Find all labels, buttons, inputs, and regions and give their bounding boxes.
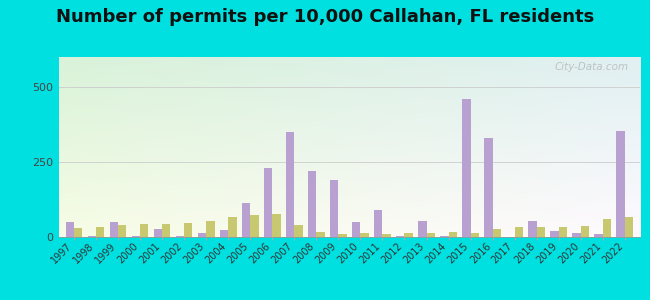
Bar	[580, 226, 589, 237]
Bar	[242, 202, 250, 237]
Bar	[228, 217, 237, 237]
Bar	[220, 230, 228, 237]
Bar	[74, 228, 83, 237]
Bar	[625, 217, 633, 237]
Bar	[448, 232, 457, 237]
Bar	[286, 132, 294, 237]
Bar	[404, 233, 413, 237]
Bar	[616, 130, 625, 237]
Text: Number of permits per 10,000 Callahan, FL residents: Number of permits per 10,000 Callahan, F…	[56, 8, 594, 26]
Bar	[96, 226, 105, 237]
Text: City-Data.com: City-Data.com	[554, 62, 629, 72]
Bar	[66, 222, 74, 237]
Bar	[132, 236, 140, 237]
Bar	[352, 222, 360, 237]
Bar	[339, 234, 346, 237]
Bar	[118, 225, 126, 237]
Bar	[559, 226, 567, 237]
Bar	[537, 226, 545, 237]
Bar	[493, 229, 501, 237]
Bar	[88, 236, 96, 237]
Bar	[140, 224, 148, 237]
Bar	[471, 232, 479, 237]
Bar	[308, 171, 317, 237]
Bar	[396, 236, 404, 237]
Bar	[374, 210, 382, 237]
Bar	[153, 229, 162, 237]
Bar	[515, 227, 523, 237]
Bar	[440, 236, 448, 237]
Bar	[272, 214, 281, 237]
Bar	[462, 99, 471, 237]
Bar	[110, 222, 118, 237]
Bar	[360, 233, 369, 237]
Bar	[382, 234, 391, 237]
Bar	[317, 232, 325, 237]
Bar	[573, 232, 580, 237]
Bar	[528, 220, 537, 237]
Bar	[426, 232, 435, 237]
Bar	[250, 214, 259, 237]
Bar	[264, 168, 272, 237]
Bar	[184, 223, 192, 237]
Bar	[594, 234, 603, 237]
Bar	[551, 231, 559, 237]
Bar	[294, 225, 303, 237]
Bar	[603, 219, 611, 237]
Bar	[330, 180, 339, 237]
Bar	[484, 138, 493, 237]
Bar	[206, 220, 215, 237]
Bar	[198, 232, 206, 237]
Bar	[162, 224, 170, 237]
Bar	[176, 236, 184, 237]
Bar	[418, 220, 426, 237]
